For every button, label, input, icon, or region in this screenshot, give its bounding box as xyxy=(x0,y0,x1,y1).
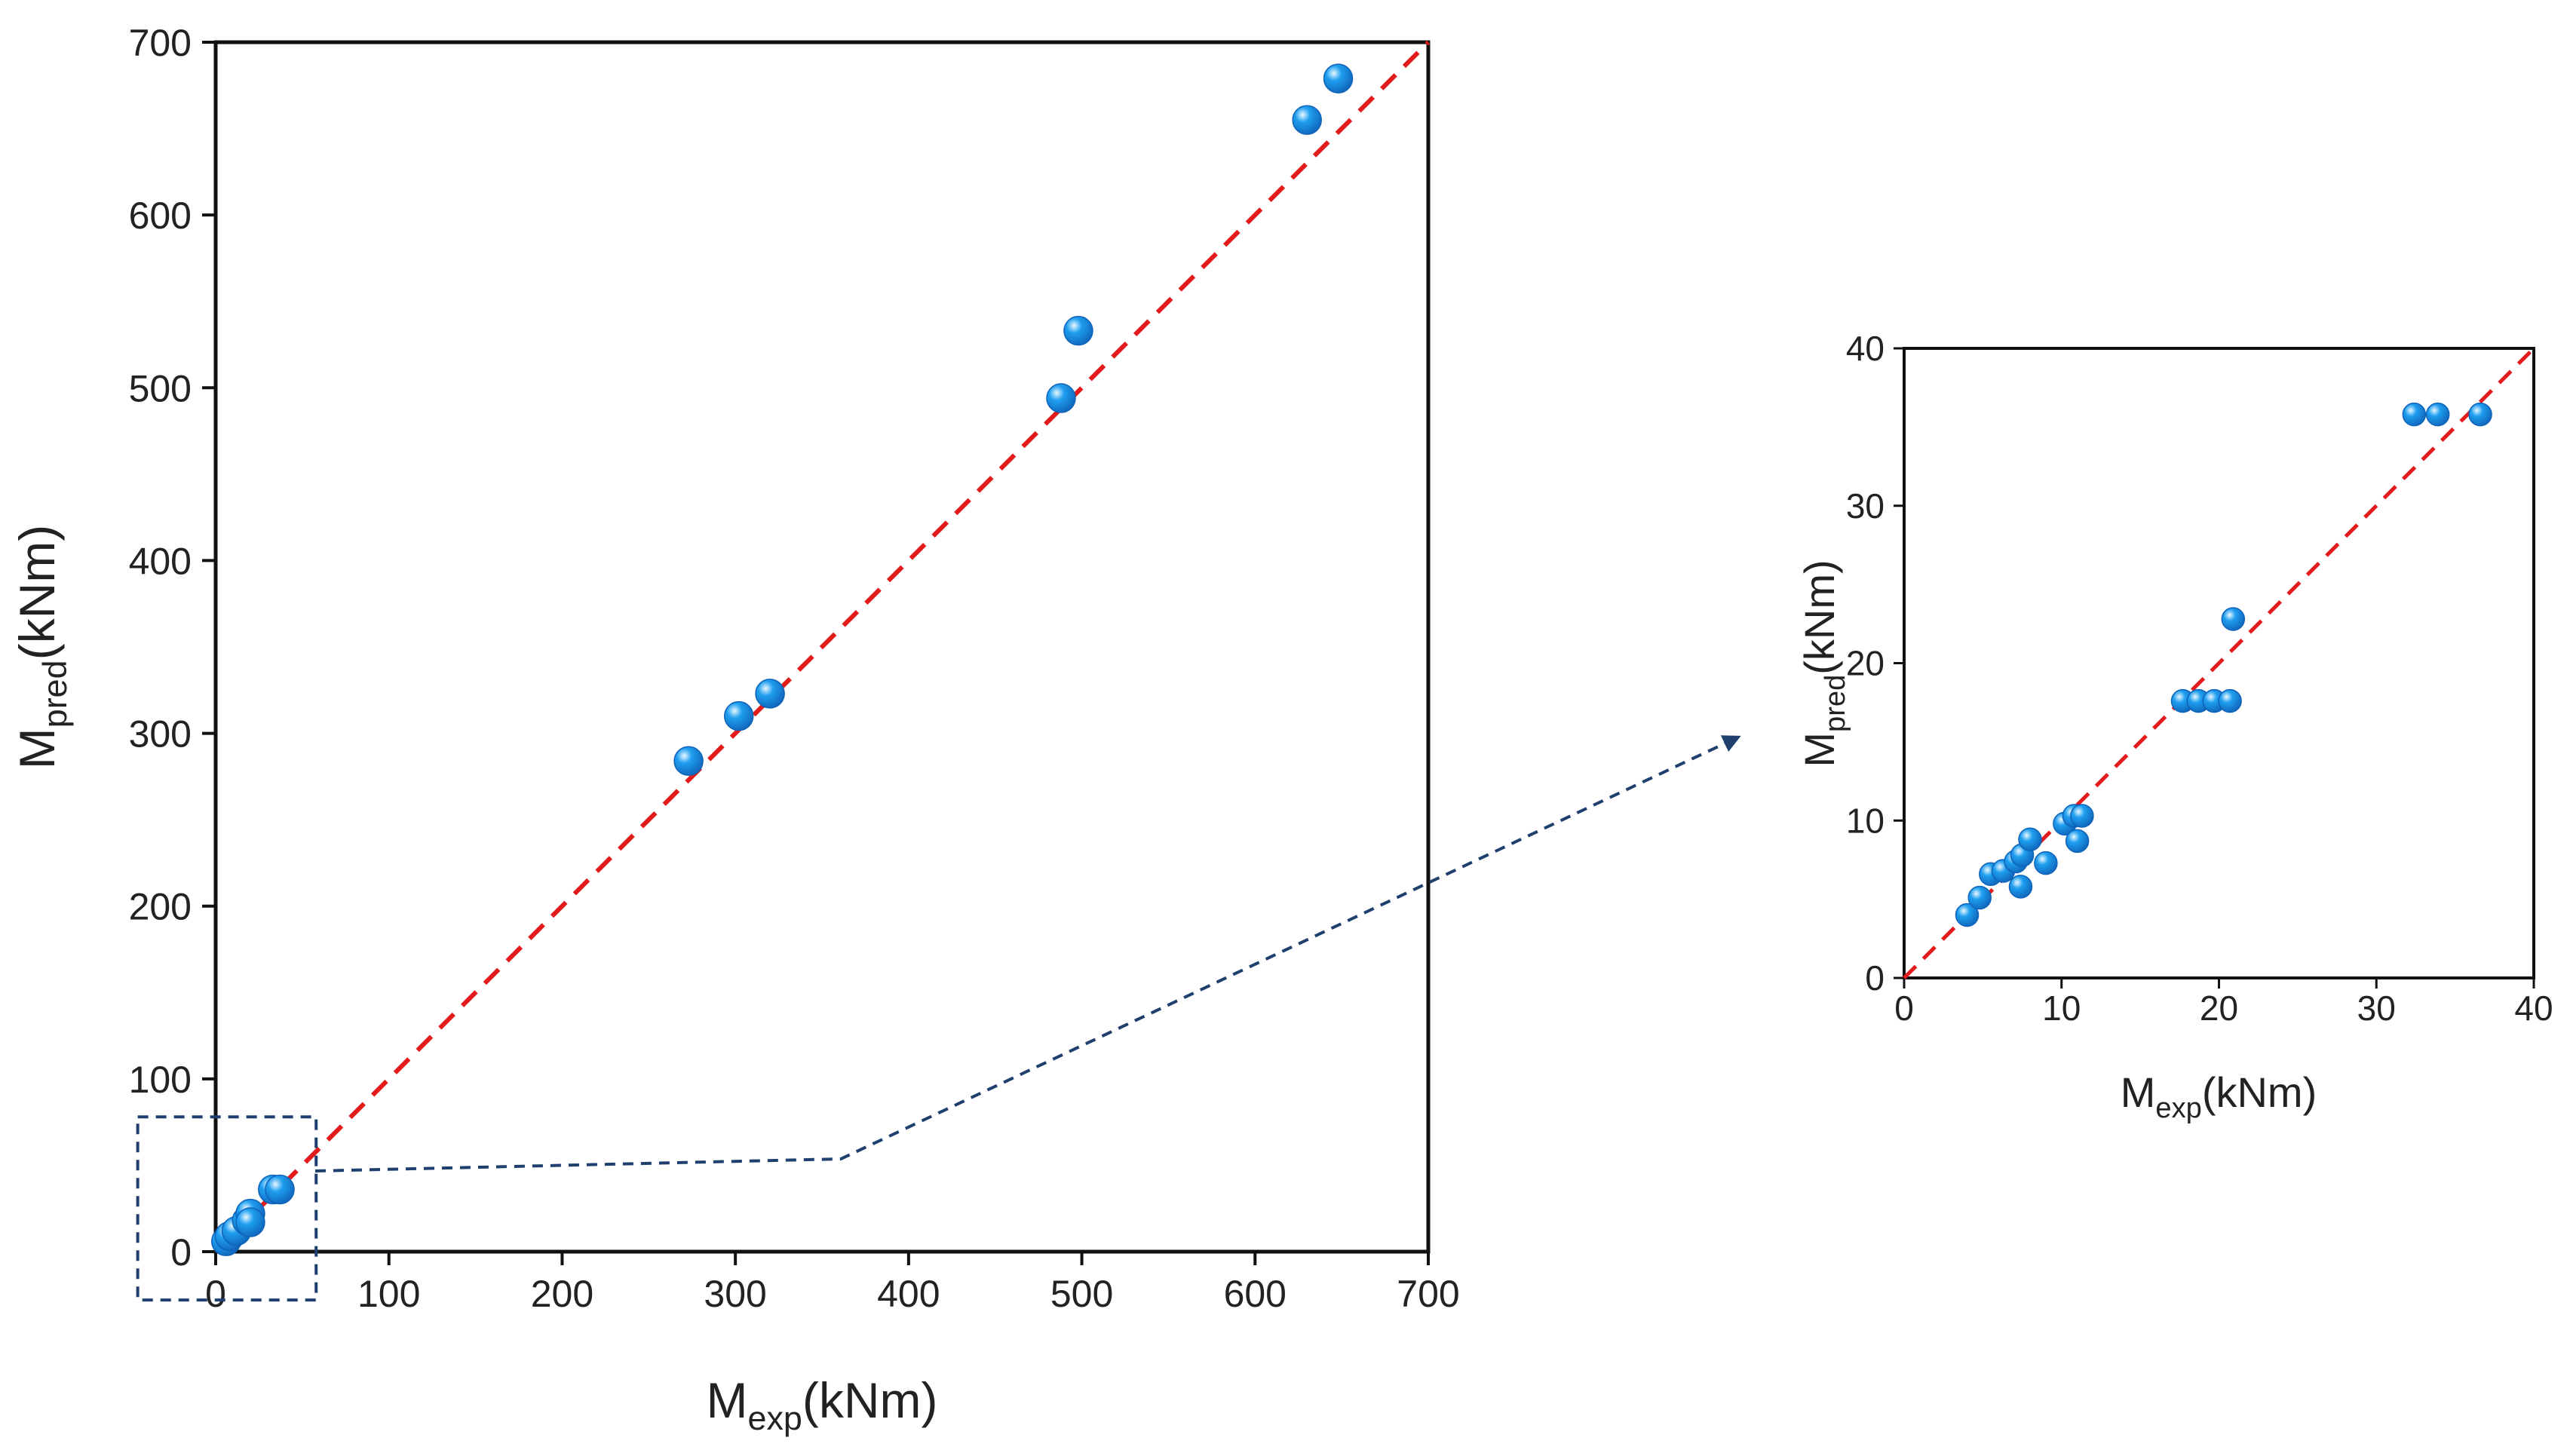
data-point xyxy=(2070,804,2094,828)
x-tick-label: 300 xyxy=(704,1273,766,1315)
data-point xyxy=(2402,402,2427,427)
x-tick-label: 600 xyxy=(1224,1273,1287,1315)
main-y-axis-label: Mpred(kNm) xyxy=(9,525,74,769)
data-point xyxy=(235,1207,265,1237)
inset-x-ticks: 0 10 20 30 40 xyxy=(1894,978,2553,1028)
main-y-ticks: 0 100 200 300 400 500 600 700 xyxy=(129,22,216,1274)
data-point xyxy=(2008,875,2033,899)
x-tick-label: 200 xyxy=(531,1273,593,1315)
data-point xyxy=(673,746,704,776)
y-tick-label: 30 xyxy=(1846,486,1885,526)
inset-y-axis-label: Mpred(kNm) xyxy=(1796,559,1851,767)
data-point xyxy=(2221,607,2246,631)
y-tick-label: 0 xyxy=(170,1231,192,1274)
x-tick-label: 0 xyxy=(205,1273,226,1315)
y-tick-label: 200 xyxy=(129,886,192,928)
inset-chart: 0 10 20 30 40 0 10 20 30 40 Mexp(kNm) Mpred(kNm) xyxy=(1796,329,2553,1124)
x-tick-label: 30 xyxy=(2357,989,2396,1028)
zoom-connector-arrow xyxy=(314,735,1741,1172)
y-tick-label: 20 xyxy=(1846,644,1885,683)
y-tick-label: 40 xyxy=(1846,329,1885,368)
data-point xyxy=(1063,315,1093,346)
data-point xyxy=(2468,402,2492,427)
inset-parity-line xyxy=(1903,347,2535,979)
x-tick-label: 500 xyxy=(1050,1273,1113,1315)
data-point xyxy=(265,1174,295,1205)
main-data-points xyxy=(211,63,1354,1257)
y-tick-label: 100 xyxy=(129,1059,192,1101)
data-point xyxy=(2018,827,2042,852)
main-x-axis-label: Mexp(kNm) xyxy=(707,1372,938,1437)
data-point xyxy=(2034,851,2058,875)
zoom-indicator xyxy=(136,735,1741,1302)
inset-data-points xyxy=(1955,402,2492,927)
x-tick-label: 700 xyxy=(1397,1273,1459,1315)
main-plot-frame xyxy=(213,40,1431,1254)
y-tick-label: 700 xyxy=(129,22,192,64)
inset-y-ticks: 0 10 20 30 40 xyxy=(1846,329,1904,998)
y-tick-label: 400 xyxy=(129,540,192,582)
x-tick-label: 20 xyxy=(2200,989,2238,1028)
x-tick-label: 10 xyxy=(2042,989,2081,1028)
x-tick-label: 40 xyxy=(2514,989,2553,1028)
data-point xyxy=(2218,688,2242,713)
x-tick-label: 0 xyxy=(1894,989,1914,1028)
y-tick-label: 10 xyxy=(1846,801,1885,840)
zoom-region-box xyxy=(136,1115,318,1302)
main-chart: 0 100 200 300 400 500 600 700 0 100 200 300 400 500 6… xyxy=(9,22,1460,1437)
data-point xyxy=(1292,105,1322,135)
y-tick-label: 300 xyxy=(129,713,192,756)
inset-x-axis-label: Mexp(kNm) xyxy=(2121,1068,2317,1124)
data-point xyxy=(1323,63,1354,93)
y-tick-label: 500 xyxy=(129,367,192,409)
data-point xyxy=(1955,903,1980,927)
y-tick-label: 600 xyxy=(129,195,192,237)
data-point xyxy=(1046,383,1076,413)
y-tick-label: 0 xyxy=(1865,958,1885,998)
data-point xyxy=(1967,885,1992,910)
data-point xyxy=(2065,829,2090,854)
data-point xyxy=(755,679,785,709)
x-tick-label: 100 xyxy=(357,1273,420,1315)
data-point xyxy=(723,700,754,731)
main-parity-line xyxy=(213,40,1431,1254)
x-tick-label: 400 xyxy=(877,1273,940,1315)
data-point xyxy=(2425,402,2450,427)
main-x-ticks: 0 100 200 300 400 500 600 700 xyxy=(205,1252,1460,1315)
